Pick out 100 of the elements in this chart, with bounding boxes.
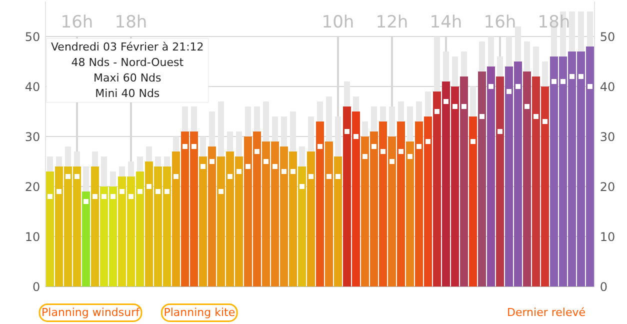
bar — [342, 106, 352, 287]
annotation: Maxi 60 Nds — [94, 71, 162, 84]
bar — [378, 122, 388, 287]
y2-tick-label: 10 — [600, 230, 616, 244]
bar — [306, 152, 316, 287]
x-tick-label: 12h — [376, 12, 408, 33]
bar — [200, 136, 206, 157]
y2-tick-label: 50 — [600, 30, 616, 44]
y2-tick-label: 30 — [600, 130, 616, 144]
bar — [316, 102, 324, 122]
bar — [262, 102, 270, 142]
bar — [290, 112, 296, 152]
annotation: Vendredi 03 Février à 21:12 — [51, 40, 204, 54]
bar — [198, 156, 208, 287]
bar — [506, 36, 512, 66]
bar — [244, 106, 252, 137]
bar — [100, 156, 108, 187]
y-tick-label: 0 — [32, 280, 40, 294]
bar — [380, 106, 386, 122]
bar — [524, 42, 530, 72]
bar — [432, 92, 442, 287]
bar — [388, 106, 396, 137]
bar — [324, 142, 334, 287]
y2-tick-label: 0 — [600, 280, 608, 294]
text: Planning windsurf — [42, 306, 141, 320]
bar — [280, 116, 288, 147]
bar — [542, 62, 548, 86]
bar — [334, 116, 342, 157]
bar — [182, 106, 188, 132]
bar — [344, 82, 350, 106]
bar — [496, 76, 504, 287]
y-tick-label: 30 — [24, 130, 40, 144]
x-tick-label: 14h — [430, 12, 462, 33]
bar — [478, 72, 486, 287]
bar — [82, 192, 90, 287]
bar — [218, 102, 224, 157]
bar — [118, 166, 126, 177]
annotation: Mini 40 Nds — [95, 86, 160, 100]
bar — [56, 156, 62, 167]
y2-tick-label: 20 — [600, 180, 616, 194]
bar — [424, 116, 432, 287]
bar — [82, 166, 90, 192]
bar — [254, 106, 260, 132]
bar — [452, 56, 458, 86]
bar — [136, 156, 144, 172]
bar — [478, 42, 486, 72]
bar — [468, 116, 478, 287]
bar — [288, 152, 298, 287]
x-tick-label: 10h — [322, 12, 354, 33]
bar — [92, 152, 98, 167]
bar — [406, 142, 414, 287]
x-tick-label: 18h — [538, 12, 570, 33]
bar — [208, 112, 216, 147]
bar — [46, 172, 54, 287]
y-tick-label: 10 — [24, 230, 40, 244]
y-tick-label: 20 — [24, 180, 40, 194]
annotation: 48 Nds - Nord-Ouest — [71, 56, 184, 69]
bar — [352, 112, 360, 287]
bar — [226, 132, 234, 152]
bar — [146, 146, 152, 162]
bar — [486, 66, 496, 287]
bar — [414, 122, 424, 287]
bar — [398, 102, 404, 122]
bar — [64, 146, 72, 167]
bar — [110, 172, 116, 187]
bar — [578, 12, 584, 52]
y2-tick-label: 40 — [600, 80, 616, 94]
bar — [272, 116, 278, 142]
bar — [496, 56, 504, 76]
y-tick-label: 40 — [24, 80, 40, 94]
bar — [128, 162, 134, 177]
bar — [172, 136, 180, 152]
bar — [470, 86, 476, 116]
bar — [388, 136, 396, 287]
bar — [352, 96, 360, 112]
x-tick-label: 16h — [484, 12, 516, 33]
bar — [74, 152, 80, 167]
bar — [362, 122, 368, 137]
bar — [460, 52, 468, 76]
text: Planning kite — [164, 306, 236, 320]
bar — [326, 96, 332, 142]
bar — [308, 116, 314, 152]
bar — [416, 102, 422, 122]
bar — [460, 76, 468, 287]
bar — [208, 146, 216, 287]
bar — [396, 122, 406, 287]
bar — [514, 26, 522, 62]
bar — [488, 36, 494, 66]
bar — [236, 132, 242, 157]
bar — [316, 122, 324, 287]
bar — [434, 36, 440, 92]
bar — [90, 166, 100, 287]
bar — [406, 106, 414, 142]
bar — [334, 156, 342, 287]
y-tick-label: 50 — [24, 30, 40, 44]
bar — [370, 106, 378, 132]
bar — [172, 152, 180, 287]
text: Dernier relevé — [506, 306, 586, 320]
bar — [532, 46, 540, 76]
bar — [522, 72, 532, 287]
